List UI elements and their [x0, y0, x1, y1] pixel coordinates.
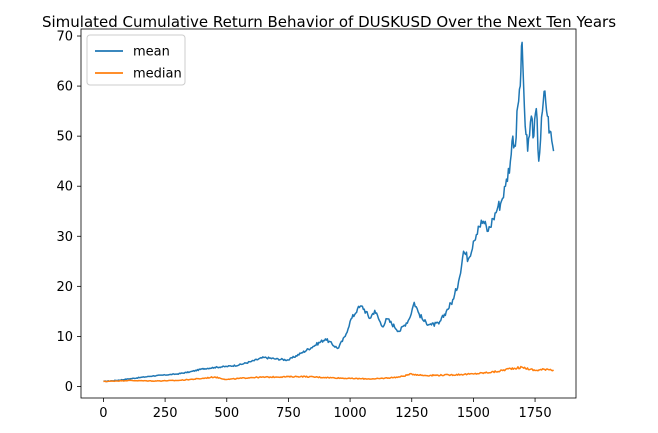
x-tick-label: 1750 — [519, 406, 552, 421]
x-tick-label: 750 — [276, 406, 301, 421]
series-line-mean — [103, 41, 555, 383]
x-tick-label: 1000 — [334, 406, 367, 421]
y-tick-label: 40 — [56, 180, 73, 195]
y-tick-label: 70 — [56, 30, 73, 45]
x-tick-label: 1250 — [395, 406, 428, 421]
y-tick-label: 20 — [56, 280, 73, 295]
y-axis: 0 10 20 30 40 50 60 70 — [56, 30, 81, 395]
legend-label-median: median — [133, 67, 182, 82]
y-tick-label: 10 — [56, 330, 73, 345]
y-tick-label: 0 — [65, 380, 73, 395]
y-tick-label: 50 — [56, 130, 73, 145]
x-tick-label: 250 — [153, 406, 178, 421]
plot-frame — [80, 28, 577, 399]
legend-label-mean: mean — [133, 45, 170, 60]
plot-area — [80, 28, 577, 399]
x-tick-label: 1500 — [457, 406, 490, 421]
legend: mean median — [86, 34, 186, 86]
x-tick-label: 0 — [99, 406, 107, 421]
x-tick-label: 500 — [214, 406, 239, 421]
y-tick-label: 60 — [56, 80, 73, 95]
series-line-median — [103, 365, 555, 383]
chart-title: Simulated Cumulative Return Behavior of … — [42, 13, 616, 31]
y-tick-label: 30 — [56, 230, 73, 245]
x-axis: 0 250 500 750 1000 1250 1500 1750 — [99, 398, 552, 421]
